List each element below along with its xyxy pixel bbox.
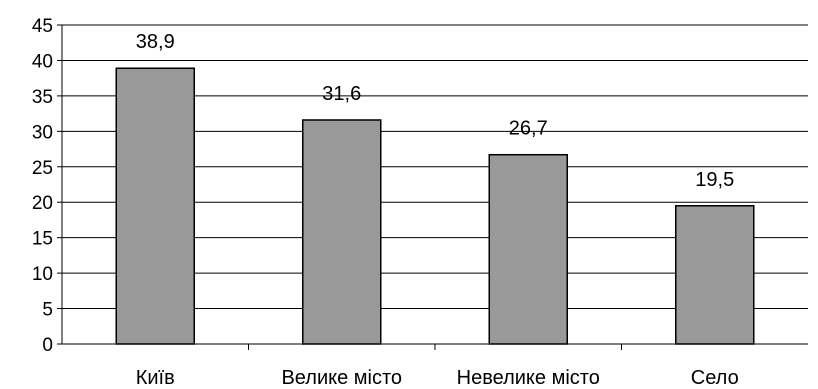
x-category-label: Велике місто xyxy=(281,367,402,389)
y-tick-label: 45 xyxy=(32,16,53,37)
y-tick-label: 35 xyxy=(32,87,53,108)
y-tick-label: 15 xyxy=(32,229,53,250)
bars xyxy=(115,67,755,345)
y-tick-label: 0 xyxy=(42,335,53,356)
data-label: 19,5 xyxy=(695,169,734,191)
bar xyxy=(675,205,755,345)
y-tick-label: 20 xyxy=(32,193,53,214)
y-tick-labels: 0 5 10 15 20 25 30 35 40 45 xyxy=(32,16,53,356)
data-label: 38,9 xyxy=(136,31,175,53)
data-label: 26,7 xyxy=(509,118,548,140)
y-tick-label: 30 xyxy=(32,122,53,143)
y-tick-label: 25 xyxy=(32,158,53,179)
bar xyxy=(488,153,568,345)
y-tick-label: 40 xyxy=(32,51,53,72)
axes xyxy=(57,24,808,350)
bar xyxy=(115,67,195,345)
x-category-label: Київ xyxy=(136,367,175,389)
x-category-label: Невелике місто xyxy=(457,367,600,389)
x-category-label: Село xyxy=(691,367,739,389)
x-category-labels: Київ Велике місто Невелике місто Село xyxy=(136,367,739,389)
data-labels: 38,9 31,6 26,7 19,5 xyxy=(136,31,734,191)
bar xyxy=(302,119,382,345)
y-tick-label: 10 xyxy=(32,264,53,285)
y-tick-label: 5 xyxy=(42,300,53,321)
data-label: 31,6 xyxy=(322,83,361,105)
